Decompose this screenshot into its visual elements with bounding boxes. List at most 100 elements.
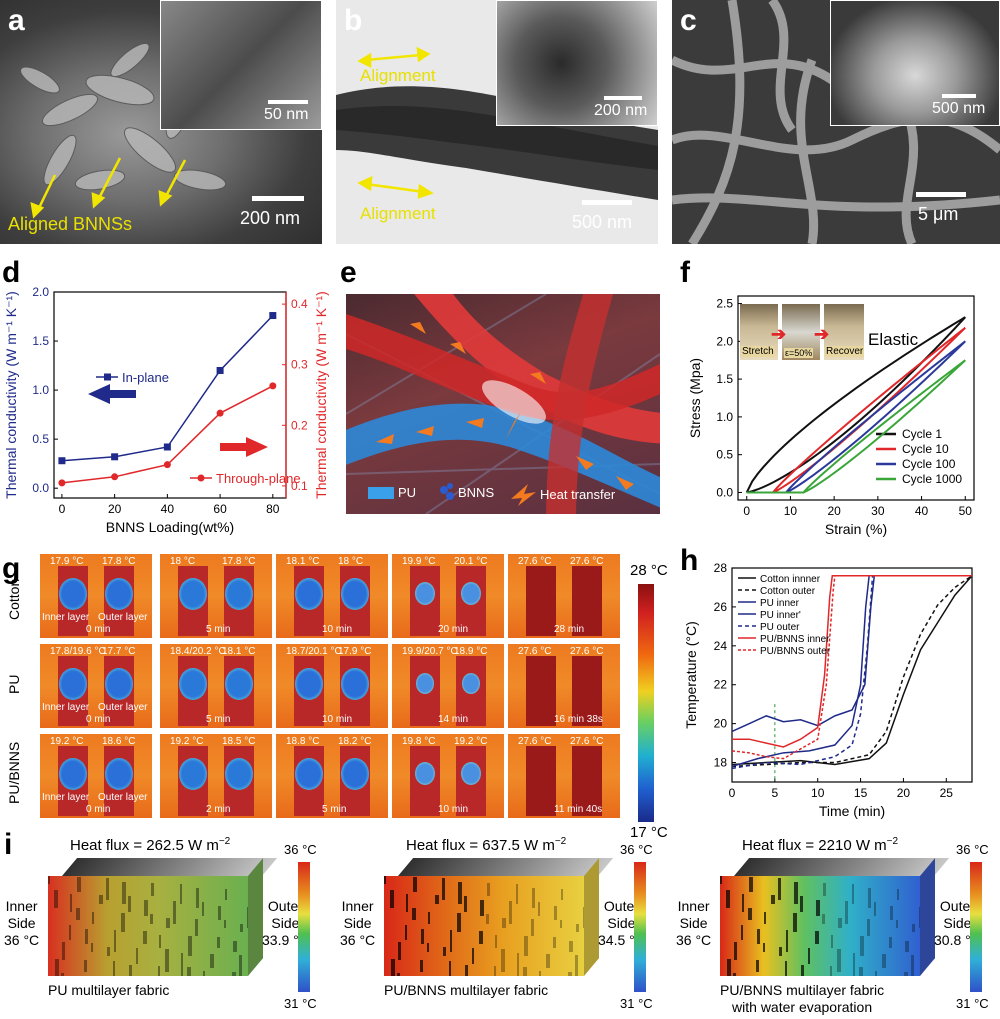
fiber-mark	[48, 876, 50, 884]
left-temp-label: 19.9/20.7 °C	[402, 646, 458, 657]
sample-body	[526, 566, 556, 636]
cold-spot	[225, 758, 253, 791]
left-temp-label: 18.7/20.1 °C	[286, 646, 342, 657]
colorbar-i-top: 36 °C	[284, 842, 317, 857]
x-tick-label: 0	[59, 502, 66, 516]
fiber-mark	[217, 937, 220, 948]
fiber-mark	[853, 953, 855, 976]
fiber-mark	[62, 942, 65, 960]
heat-flux-label: Heat flux = 2210 W m−2	[742, 836, 899, 854]
fiber-mark	[524, 936, 528, 956]
sem-image-c: 500 nm 5 μm	[672, 0, 1000, 244]
cold-spot	[295, 578, 323, 611]
fabric-caption: PU/BNNS multilayer fabric with water evap…	[720, 982, 884, 1016]
fiber-mark	[733, 973, 736, 976]
fiber-mark	[443, 947, 446, 956]
fiber-mark	[896, 920, 898, 928]
fiber-mark	[196, 888, 199, 908]
x-tick-label: 10	[784, 504, 798, 518]
heat-flux-exponent: −2	[218, 836, 231, 847]
inner-side-label-line: Side	[343, 915, 372, 931]
sem-inset-a	[160, 0, 322, 130]
fiber-mark	[77, 877, 81, 892]
thermal-cell: 27.6 °C 27.6 °C 28 min	[508, 554, 620, 638]
fiber-mark	[240, 924, 243, 932]
fiber-mark	[398, 942, 401, 960]
outer-side-label-line: 30.8 °C	[934, 932, 981, 948]
thermal-cell: 19.2 °C 18.5 °C 2 min	[160, 734, 272, 818]
fiber-mark	[742, 894, 744, 912]
thermal-cell: 19.2 °C 18.6 °C 0 min Inner layer Outer laye…	[40, 734, 152, 818]
cold-spot	[295, 668, 323, 701]
panel-letter-f: f	[680, 256, 690, 289]
scale-text-c: 5 μm	[918, 204, 959, 224]
fiber-mark	[450, 930, 452, 952]
y-axis-label: Thermal conductivity (W m⁻¹ K⁻¹)	[3, 291, 19, 499]
right-temp-label: 18.9 °C	[454, 646, 488, 657]
fiber-mark	[472, 948, 474, 964]
fiber-mark	[867, 919, 870, 936]
fiber-mark	[756, 960, 759, 972]
data-point	[163, 461, 171, 469]
x-tick-label: 80	[266, 502, 280, 516]
fiber-mark	[912, 924, 915, 932]
y-tick-label: 1.0	[32, 383, 49, 397]
legend-through-plane: Through-plane	[216, 471, 301, 486]
fiber-mark	[852, 884, 854, 904]
fiber-mark	[413, 877, 417, 892]
fiber-mark	[764, 912, 766, 924]
outer-side-label-line: Side	[607, 915, 636, 931]
legend-bnns: BNNS	[458, 485, 495, 500]
cycle-curve-2	[746, 340, 966, 494]
fiber-mark	[136, 948, 138, 964]
x-tick-label: 40	[161, 502, 175, 516]
fiber-mark	[465, 965, 468, 976]
fiber-mark	[55, 959, 59, 976]
right-temp-label: 27.6 °C	[570, 736, 604, 747]
fabric-top-face	[398, 858, 614, 876]
x-tick-label: 0	[729, 786, 736, 800]
x-tick-label: 20	[108, 502, 122, 516]
left-temp-label: 27.6 °C	[518, 556, 552, 567]
cold-spot	[341, 758, 369, 791]
fabric-front-face	[384, 876, 584, 976]
scale-bar-inset-c	[942, 94, 976, 98]
legend-label: PU inner'	[760, 610, 801, 621]
fiber-mark	[748, 908, 752, 920]
y-tick-label: 24	[714, 639, 728, 653]
outer-side-label: Outer Side 33.9 °C	[262, 898, 309, 949]
legend-heat-transfer: Heat transfer	[540, 487, 616, 502]
fiber-mark	[741, 925, 743, 940]
fiber-mark	[428, 912, 430, 924]
fiber-mark	[583, 907, 584, 928]
legend-label: PU inner	[760, 598, 800, 609]
stretch-photos: ➔ ➔ Stretch ε=50% Recover	[740, 304, 865, 360]
right-temp-label: 17.7 °C	[102, 646, 136, 657]
fabric-caption-line: PU/BNNS multilayer fabric	[384, 982, 549, 998]
data-point	[269, 312, 277, 320]
fiber-mark	[859, 967, 863, 976]
plot-frame	[737, 295, 975, 501]
fiber-mark	[523, 967, 527, 976]
right-temp-label: 17.9 °C	[338, 646, 372, 657]
x-tick-label: 0	[743, 504, 750, 518]
fabric-row: Heat flux = 262.5 W m−2 Inner Side 36 °C Out…	[0, 836, 1000, 1019]
fabric-caption: PU multilayer fabric	[48, 982, 169, 999]
time-label: 0 min	[86, 624, 111, 635]
colorbar-i-top: 36 °C	[956, 842, 989, 857]
scale-bar-inset-a	[268, 100, 308, 104]
fiber-mark	[435, 895, 439, 904]
thermal-cell: 19.9 °C 20.1 °C 20 min	[392, 554, 504, 638]
fabric-side-face	[584, 858, 599, 976]
thermal-cell: 17.8/19.6 °C 17.7 °C 0 min Inner layer Outer…	[40, 644, 152, 728]
thermal-cell: 18.4/20.2 °C 18.1 °C 5 min	[160, 644, 272, 728]
y-tick-label: 1.5	[716, 372, 733, 386]
fiber-mark	[905, 941, 909, 952]
time-label: 11 min 40s	[554, 804, 603, 815]
right-temp-label: 18.1 °C	[222, 646, 256, 657]
fiber-mark	[159, 935, 161, 948]
fiber-mark	[487, 883, 490, 896]
scale-text-a: 200 nm	[240, 208, 301, 228]
sample-body	[572, 566, 602, 636]
fiber-mark	[181, 953, 183, 976]
